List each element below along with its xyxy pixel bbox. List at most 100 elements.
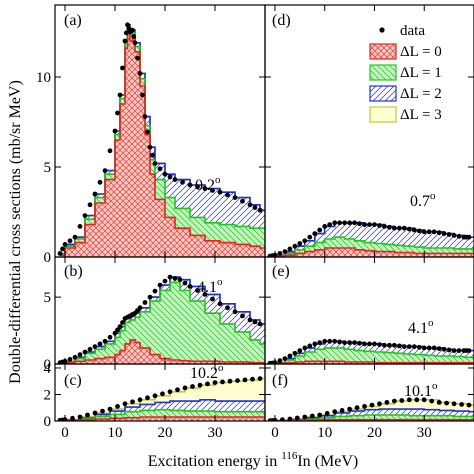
data-point xyxy=(317,340,323,345)
data-point xyxy=(414,397,420,403)
data-point xyxy=(252,319,258,325)
data-point xyxy=(401,225,407,231)
data-points-f xyxy=(267,397,472,421)
data-point xyxy=(384,400,390,405)
data-point xyxy=(220,379,225,385)
data-point xyxy=(107,334,113,340)
data-point xyxy=(162,278,168,284)
panel-tag-b: (b) xyxy=(64,263,83,280)
data-point xyxy=(120,320,125,325)
data-point xyxy=(339,408,345,413)
data-point xyxy=(406,397,412,403)
data-point xyxy=(142,114,148,119)
data-points-a xyxy=(57,22,263,256)
legend-swatch-dl1 xyxy=(369,64,397,81)
legend-label-dl0: ΔL = 0 xyxy=(400,44,442,60)
data-point xyxy=(187,182,193,188)
data-point xyxy=(287,353,293,359)
y-tick-label: 4 xyxy=(44,361,52,377)
data-point xyxy=(77,414,83,420)
data-point xyxy=(167,389,173,395)
data-point xyxy=(205,381,210,387)
y-tick-label: 0 xyxy=(44,414,52,430)
data-point xyxy=(362,404,367,409)
data-point xyxy=(392,225,397,231)
x-tick-label: 0 xyxy=(271,425,279,441)
legend-swatch-dl2 xyxy=(369,85,397,102)
data-point xyxy=(292,243,298,249)
data-points-e xyxy=(267,338,472,364)
data-point xyxy=(240,313,245,319)
x-tick-label: 0 xyxy=(61,425,69,441)
data-point xyxy=(92,344,98,349)
y-axis-title: Double-differential cross sections (mb/s… xyxy=(7,80,24,384)
data-point xyxy=(115,327,120,333)
data-point xyxy=(397,343,402,349)
data-point xyxy=(282,249,288,255)
data-point xyxy=(466,402,472,408)
panel-c: 0 2 4 0 10 20 30 xyxy=(44,361,266,441)
data-point xyxy=(347,340,352,345)
data-point xyxy=(436,400,442,405)
data-point xyxy=(429,398,435,404)
line-dl0-b xyxy=(60,339,265,364)
data-point xyxy=(182,280,188,286)
data-point xyxy=(125,22,130,28)
data-point xyxy=(102,168,108,174)
data-point xyxy=(177,277,183,283)
data-point xyxy=(322,224,328,229)
data-point xyxy=(145,395,150,401)
panel-frame-d xyxy=(264,4,474,258)
data-point xyxy=(140,92,145,98)
data-point xyxy=(87,346,93,352)
data-point xyxy=(302,345,308,351)
data-point xyxy=(441,346,447,352)
data-point xyxy=(426,345,432,351)
data-point xyxy=(362,222,367,228)
data-point xyxy=(377,401,382,407)
data-point xyxy=(411,344,417,349)
data-point xyxy=(195,184,200,190)
panel-tag-c: (c) xyxy=(64,372,82,389)
data-point xyxy=(240,198,245,204)
data-point xyxy=(367,341,372,347)
data-point xyxy=(307,343,313,349)
line-dl1-d xyxy=(270,236,474,257)
data-point xyxy=(225,192,230,198)
data-point xyxy=(157,166,163,172)
panel-e xyxy=(264,256,474,365)
data-point xyxy=(197,382,203,388)
data-point xyxy=(77,224,83,229)
area-dl0-c xyxy=(60,417,265,421)
data-point xyxy=(354,405,360,411)
data-point xyxy=(225,305,230,311)
data-point xyxy=(210,296,215,302)
data-point xyxy=(212,380,218,385)
data-point xyxy=(367,222,372,228)
data-point xyxy=(85,412,90,418)
y-tick-label: 0 xyxy=(44,357,52,373)
data-point xyxy=(399,398,405,403)
data-point xyxy=(342,340,347,345)
data-point xyxy=(387,342,392,348)
angle-label-a: 0.2o xyxy=(195,174,221,194)
data-point xyxy=(115,110,120,116)
data-point xyxy=(77,352,83,357)
line-dl0-d xyxy=(270,247,474,257)
legend-label-dl1: ΔL = 1 xyxy=(400,65,442,81)
x-axis-title: Excitation energy in 116In (MeV) xyxy=(148,450,358,470)
data-point xyxy=(117,92,123,98)
data-point xyxy=(152,288,158,294)
data-point xyxy=(451,401,457,407)
data-point xyxy=(187,284,193,289)
line-dl0-c xyxy=(60,416,265,421)
y-tick-label: 0 xyxy=(44,250,52,266)
data-point xyxy=(235,378,240,383)
y-tick-label: 5 xyxy=(44,160,52,176)
data-points-d xyxy=(267,220,472,257)
panel-tag-d: (d) xyxy=(272,12,291,29)
data-point xyxy=(107,406,113,412)
data-point xyxy=(382,342,387,348)
data-point xyxy=(62,242,68,247)
data-point xyxy=(132,40,138,46)
